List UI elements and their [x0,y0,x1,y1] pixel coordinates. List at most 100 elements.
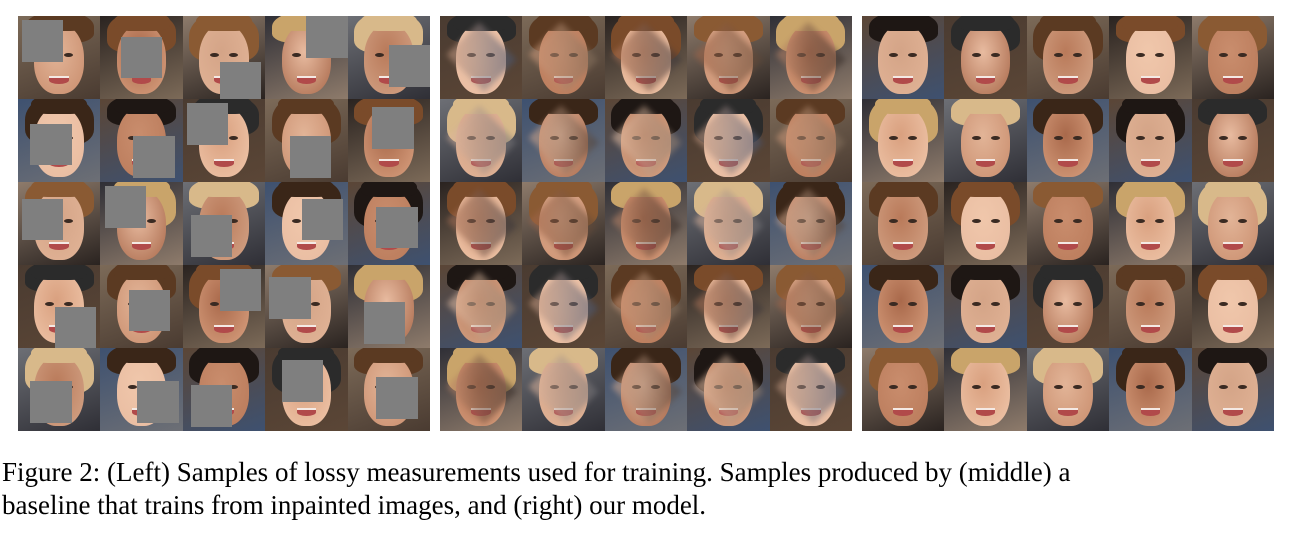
face-thumbnail [18,265,101,348]
face-thumbnail [769,16,852,99]
face-thumbnail [1191,265,1274,348]
face-thumbnail [440,348,523,431]
face-thumbnail [18,16,101,99]
face-thumbnail [604,16,688,99]
face-thumbnail [944,182,1027,265]
face-thumbnail [769,182,852,265]
occlusion-mask [120,36,163,79]
face-thumbnail [265,16,348,99]
face-thumbnail [522,182,605,265]
face-thumbnail [347,348,430,431]
occlusion-mask [281,360,323,402]
face-thumbnail [440,16,523,99]
panel-our-model-samples [862,16,1274,431]
face-thumbnail [347,182,430,265]
face-thumbnail [687,348,770,431]
face-thumbnail [862,16,945,99]
face-thumbnail [1026,182,1110,265]
occlusion-mask [22,198,64,241]
panel-baseline-samples [440,16,852,431]
face-thumbnail [944,99,1027,182]
face-thumbnail [862,182,945,265]
occlusion-mask [104,186,146,228]
face-thumbnail [265,348,348,431]
occlusion-mask [129,289,171,332]
face-thumbnail [944,348,1027,431]
occlusion-mask [306,16,348,58]
occlusion-mask [376,377,418,419]
occlusion-mask [186,103,229,145]
face-thumbnail [1026,348,1110,431]
face-thumbnail [769,265,852,348]
face-thumbnail [687,265,770,348]
face-thumbnail [604,265,688,348]
occlusion-mask [376,206,418,249]
face-thumbnail [1109,348,1192,431]
occlusion-mask [30,381,72,423]
face-thumbnail [1191,16,1274,99]
face-thumbnail [604,348,688,431]
face-thumbnail [100,348,183,431]
face-thumbnail [182,348,266,431]
face-thumbnail [347,99,430,182]
occlusion-mask [30,123,72,166]
face-thumbnail [769,348,852,431]
face-thumbnail [440,99,523,182]
occlusion-mask [269,277,311,319]
face-thumbnail [862,99,945,182]
occlusion-mask [191,215,233,257]
face-thumbnail [182,16,266,99]
face-thumbnail [1191,348,1274,431]
occlusion-mask [219,61,262,99]
panel-lossy-measurements [18,16,430,431]
face-thumbnail [522,348,605,431]
occlusion-mask [137,381,179,423]
face-thumbnail [440,182,523,265]
occlusion-mask [302,198,344,241]
face-thumbnail [604,182,688,265]
face-thumbnail [522,99,605,182]
face-thumbnail [440,265,523,348]
occlusion-mask [55,306,97,348]
face-thumbnail [347,16,430,99]
face-thumbnail [687,99,770,182]
face-thumbnail [944,265,1027,348]
occlusion-mask [372,107,414,149]
face-thumbnail [769,99,852,182]
occlusion-mask [191,385,233,427]
face-thumbnail [100,99,183,182]
face-thumbnail [1191,99,1274,182]
occlusion-mask [289,136,332,178]
face-thumbnail [100,16,183,99]
face-thumbnail [182,182,266,265]
face-thumbnail [265,182,348,265]
face-thumbnail [862,348,945,431]
face-thumbnail [1026,265,1110,348]
face-thumbnail [100,265,183,348]
occlusion-mask [219,269,262,311]
face-thumbnail [182,99,266,182]
face-thumbnail [944,16,1027,99]
figure-2 [18,16,1274,431]
face-thumbnail [182,265,266,348]
face-thumbnail [265,265,348,348]
occlusion-mask [388,45,430,87]
face-thumbnail [1109,99,1192,182]
face-thumbnail [18,348,101,431]
face-thumbnail [522,16,605,99]
face-thumbnail [604,99,688,182]
occlusion-mask [22,20,64,62]
face-thumbnail [100,182,183,265]
face-thumbnail [18,182,101,265]
occlusion-mask [133,136,175,178]
face-thumbnail [1109,182,1192,265]
face-thumbnail [1026,99,1110,182]
figure-caption: Figure 2: (Left) Samples of lossy measur… [2,457,1071,520]
face-thumbnail [862,265,945,348]
face-thumbnail [1191,182,1274,265]
face-thumbnail [1109,265,1192,348]
occlusion-mask [364,302,406,344]
face-thumbnail [18,99,101,182]
face-thumbnail [1109,16,1192,99]
face-thumbnail [522,265,605,348]
